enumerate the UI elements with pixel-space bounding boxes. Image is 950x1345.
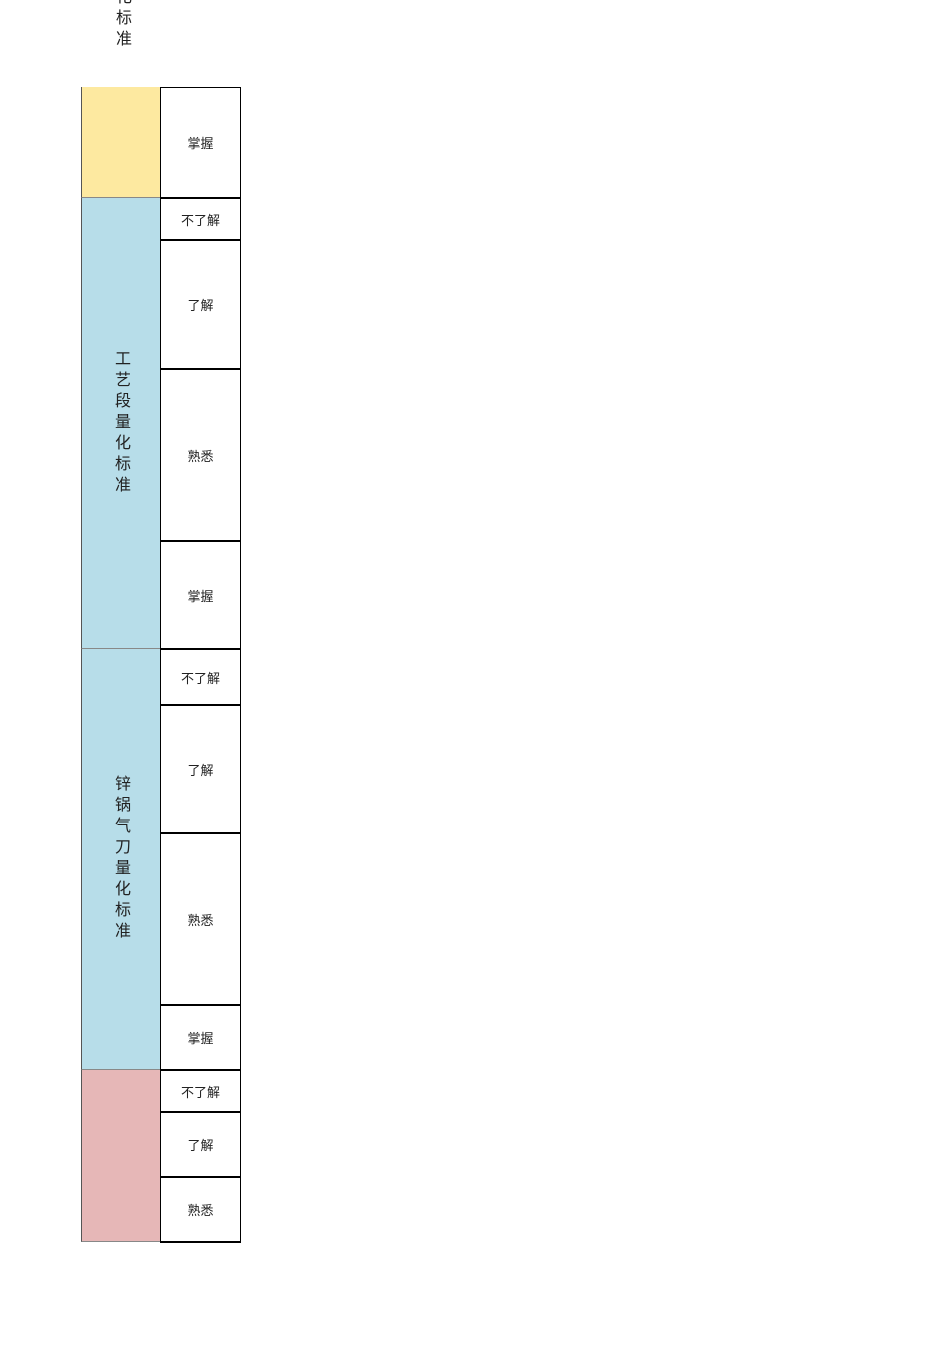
group-cell bbox=[81, 1070, 160, 1242]
group-label: 锌锅气刀量化标准 bbox=[112, 775, 131, 943]
section-fragment: 化标准 bbox=[113, 0, 132, 51]
group-cell: 锌锅气刀量化标准 bbox=[81, 649, 160, 1070]
level-cell: 了解 bbox=[160, 240, 241, 370]
level-cell: 熟悉 bbox=[160, 833, 241, 1006]
group-cell bbox=[81, 87, 160, 198]
level-cell: 掌握 bbox=[160, 1005, 241, 1071]
level-cell: 不了解 bbox=[160, 198, 241, 241]
group-cell: 工艺段量化标准 bbox=[81, 198, 160, 649]
level-cell: 了解 bbox=[160, 1112, 241, 1178]
level-cell: 掌握 bbox=[160, 87, 241, 199]
level-cell: 不了解 bbox=[160, 1070, 241, 1113]
level-cell: 不了解 bbox=[160, 649, 241, 706]
level-cell: 了解 bbox=[160, 705, 241, 834]
group-label: 工艺段量化标准 bbox=[112, 349, 131, 497]
level-cell: 熟悉 bbox=[160, 1177, 241, 1243]
level-cell: 掌握 bbox=[160, 541, 241, 650]
level-cell: 熟悉 bbox=[160, 369, 241, 542]
